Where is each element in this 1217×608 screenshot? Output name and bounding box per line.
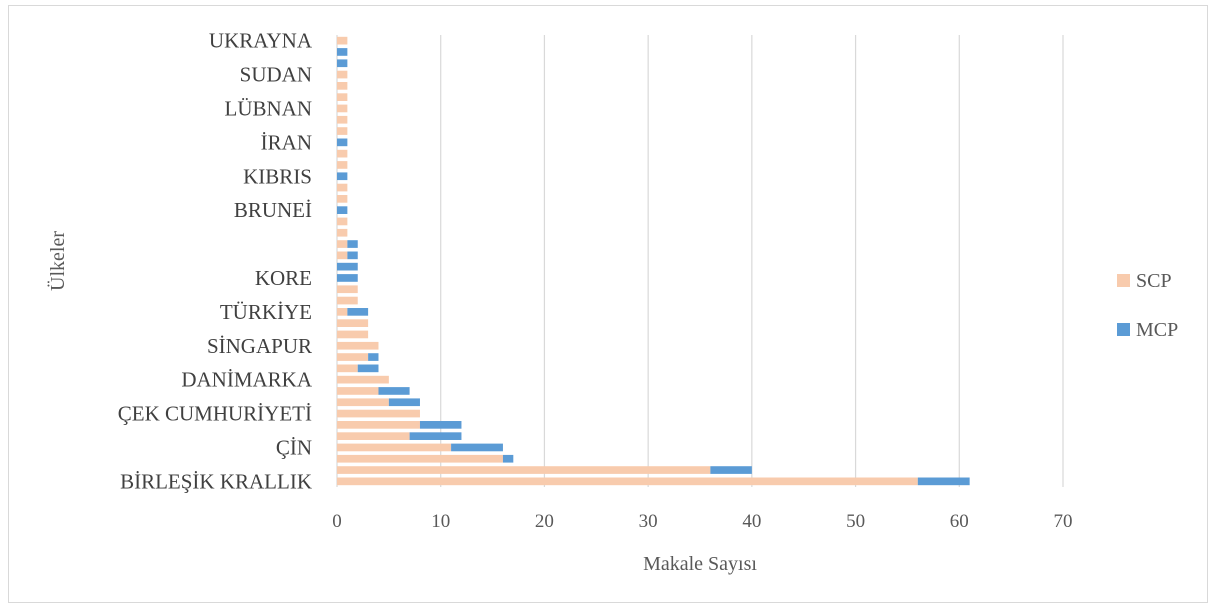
bar-mcp-27 xyxy=(337,172,348,181)
y-tick-label: DANİMARKA xyxy=(181,368,313,392)
bar-mcp-15 xyxy=(347,308,369,316)
bar-mcp-5 xyxy=(419,421,462,429)
bar-scp-14 xyxy=(337,319,369,327)
y-tick-label: ÇEK CUMHURİYETİ xyxy=(118,402,312,426)
bar-mcp-37 xyxy=(337,59,348,68)
bar-scp-4 xyxy=(337,432,410,440)
y-tick-label: KORE xyxy=(255,266,312,290)
x-tick-label: 20 xyxy=(535,511,554,532)
x-tick-label: 70 xyxy=(1054,511,1073,532)
x-tick-label: 60 xyxy=(950,511,969,532)
bar-scp-5 xyxy=(337,421,420,429)
bar-mcp-24 xyxy=(337,206,348,214)
legend-swatch-scp xyxy=(1117,274,1130,287)
y-tick-labels: BİRLEŞİK KRALLIK ÇİN ÇEK CUMHURİYETİ DANİMA… xyxy=(118,29,313,494)
x-tick-labels: 0 10 20 30 40 50 60 70 xyxy=(332,511,1072,532)
bar-scp-7 xyxy=(337,398,389,407)
bar-scp-10 xyxy=(337,364,358,373)
bar-scp-0 xyxy=(337,477,918,486)
bar-mcp-7 xyxy=(388,398,420,407)
bar-mcp-4 xyxy=(409,432,462,440)
bar-mcp-10 xyxy=(357,364,379,373)
bar-scp-2 xyxy=(337,454,503,463)
legend: SCP MCP xyxy=(1117,270,1178,341)
x-tick-label: 30 xyxy=(639,511,658,532)
bar-mcp-8 xyxy=(378,387,410,395)
y-tick-label: BİRLEŞİK KRALLIK xyxy=(120,469,312,493)
bar-scp-16 xyxy=(337,296,358,305)
bar-scp-25 xyxy=(337,195,348,203)
bar-scp-1 xyxy=(337,466,711,474)
bar-scp-3 xyxy=(337,443,452,452)
chart-frame xyxy=(8,5,1208,603)
legend-swatch-mcp xyxy=(1117,323,1130,336)
bar-mcp-18 xyxy=(337,274,358,282)
y-tick-label: SUDAN xyxy=(240,63,312,87)
bar-mcp-38 xyxy=(337,48,348,56)
bar-mcp-1 xyxy=(710,466,752,474)
bar-scp-13 xyxy=(337,330,369,339)
y-tick-label: LÜBNAN xyxy=(225,96,313,120)
y-tick-label: BRUNEİ xyxy=(234,198,312,222)
x-tick-label: 50 xyxy=(846,511,865,532)
bar-scp-22 xyxy=(337,228,348,237)
bar-mcp-19 xyxy=(337,262,358,271)
bar-scp-36 xyxy=(337,70,348,79)
x-tick-label: 10 xyxy=(431,511,450,532)
gridlines xyxy=(336,35,1064,487)
bar-scp-11 xyxy=(337,353,369,361)
bar-mcp-20 xyxy=(347,251,358,260)
legend-label-scp: SCP xyxy=(1136,270,1172,292)
bar-scp-31 xyxy=(337,127,348,135)
y-tick-label: TÜRKİYE xyxy=(220,300,312,324)
bar-mcp-3 xyxy=(451,443,503,452)
bar-scp-35 xyxy=(337,82,348,90)
bar-scp-6 xyxy=(337,409,420,418)
bar-scp-20 xyxy=(337,251,348,260)
bars xyxy=(337,36,970,486)
y-tick-label: KIBRIS xyxy=(243,164,312,188)
bar-mcp-2 xyxy=(502,454,514,463)
bar-scp-29 xyxy=(337,149,348,158)
x-tick-label: 0 xyxy=(332,511,342,532)
x-axis-title: Makale Sayısı xyxy=(643,553,757,575)
bar-scp-39 xyxy=(337,36,348,45)
y-tick-label: UKRAYNA xyxy=(209,29,313,53)
legend-label-mcp: MCP xyxy=(1136,319,1178,341)
y-tick-label: ÇİN xyxy=(276,435,312,459)
bar-scp-32 xyxy=(337,115,348,124)
bar-scp-9 xyxy=(337,375,389,384)
bar-scp-26 xyxy=(337,183,348,192)
x-tick-label: 40 xyxy=(742,511,761,532)
bar-scp-8 xyxy=(337,387,379,395)
y-axis-title: Ülkeler xyxy=(46,231,69,291)
bar-scp-34 xyxy=(337,93,348,101)
bar-mcp-11 xyxy=(368,353,379,361)
bar-scp-23 xyxy=(337,217,348,226)
bar-scp-21 xyxy=(337,240,348,248)
bar-scp-33 xyxy=(337,104,348,113)
bar-scp-28 xyxy=(337,161,348,169)
y-tick-label: İRAN xyxy=(261,130,312,154)
bar-scp-15 xyxy=(337,308,348,316)
bar-scp-17 xyxy=(337,285,358,294)
y-tick-label: SİNGAPUR xyxy=(207,334,312,358)
bar-mcp-0 xyxy=(917,477,970,486)
bar-scp-12 xyxy=(337,341,379,350)
bar-mcp-21 xyxy=(347,240,358,248)
bar-mcp-30 xyxy=(337,138,348,147)
